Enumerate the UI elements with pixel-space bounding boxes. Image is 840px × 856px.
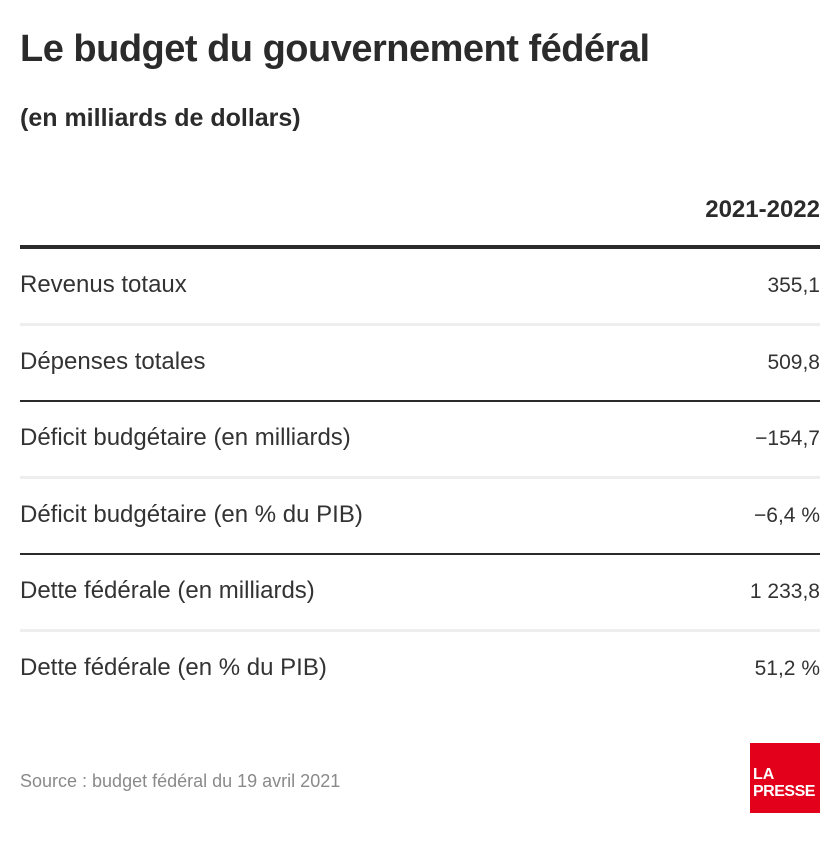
- row-value: 509,8: [767, 351, 820, 374]
- row-label: Dette fédérale (en % du PIB): [20, 654, 327, 681]
- row-value: 355,1: [767, 274, 820, 297]
- table-row: Déficit budgétaire (en milliards) −154,7: [20, 402, 820, 479]
- chart-title: Le budget du gouvernement fédéral: [20, 28, 650, 70]
- la-presse-logo: LA PRESSE: [750, 743, 820, 813]
- source-note: Source : budget fédéral du 19 avril 2021: [20, 771, 341, 791]
- table-row: Dette fédérale (en % du PIB) 51,2 %: [20, 632, 820, 706]
- budget-table: 2021-2022 Revenus totaux 355,1 Dépenses …: [20, 190, 820, 706]
- row-label: Dette fédérale (en milliards): [20, 577, 315, 604]
- table-row: Dépenses totales 509,8: [20, 326, 820, 402]
- row-label: Revenus totaux: [20, 271, 187, 298]
- column-header-year: 2021-2022: [705, 196, 820, 223]
- table-header: 2021-2022: [20, 190, 820, 249]
- row-value: 51,2 %: [754, 657, 820, 680]
- row-label: Dépenses totales: [20, 348, 206, 375]
- row-label: Déficit budgétaire (en % du PIB): [20, 501, 363, 528]
- logo-text-line2: PRESSE: [753, 783, 815, 800]
- table-row: Dette fédérale (en milliards) 1 233,8: [20, 555, 820, 632]
- table-row: Déficit budgétaire (en % du PIB) −6,4 %: [20, 479, 820, 555]
- row-label: Déficit budgétaire (en milliards): [20, 424, 351, 451]
- row-value: −6,4 %: [754, 504, 820, 527]
- row-value: −154,7: [755, 427, 820, 450]
- logo-text-line1: LA: [753, 766, 775, 783]
- table-row: Revenus totaux 355,1: [20, 249, 820, 326]
- chart-subtitle: (en milliards de dollars): [20, 104, 301, 132]
- row-value: 1 233,8: [749, 580, 820, 603]
